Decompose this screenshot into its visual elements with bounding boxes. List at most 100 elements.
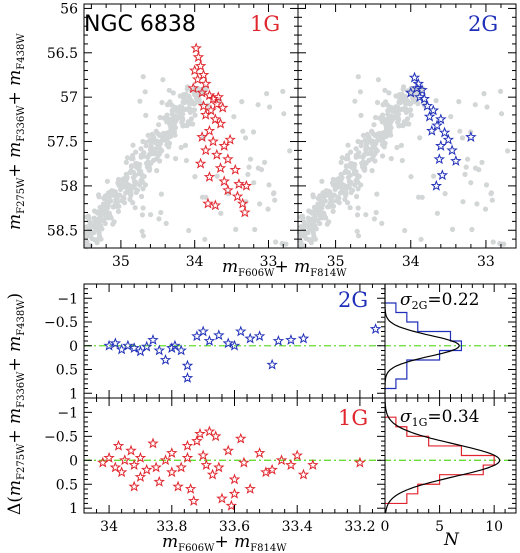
background-star xyxy=(347,205,353,211)
background-star xyxy=(149,131,155,137)
background-star xyxy=(86,215,92,221)
star-point xyxy=(203,124,216,136)
background-star xyxy=(463,164,469,170)
star-point xyxy=(260,466,272,478)
cmd-1g-label: 1G xyxy=(250,12,280,36)
delta-ylabel-suffix: ) xyxy=(5,293,25,300)
background-star xyxy=(372,114,379,121)
delta-ylabel-sub3: F438W xyxy=(16,299,27,336)
background-star xyxy=(310,216,316,222)
background-star xyxy=(401,119,407,125)
star-point xyxy=(228,339,241,351)
background-star xyxy=(129,185,135,191)
background-star xyxy=(93,209,99,215)
background-star xyxy=(246,164,252,170)
star-point xyxy=(197,325,209,337)
background-star xyxy=(330,192,336,198)
star-point xyxy=(214,162,227,174)
star-point xyxy=(147,334,159,345)
background-star xyxy=(400,86,406,92)
star-point xyxy=(414,91,426,103)
star-point xyxy=(197,68,210,80)
background-star xyxy=(330,208,336,214)
background-star xyxy=(124,155,130,161)
background-star xyxy=(88,221,94,227)
background-star xyxy=(104,178,110,184)
star-point xyxy=(236,197,249,209)
y-tick-label: 0 xyxy=(69,339,78,355)
background-star xyxy=(383,133,389,139)
background-star xyxy=(390,106,396,112)
star-point xyxy=(153,475,165,487)
star-point xyxy=(272,334,285,346)
y-tick-label: 0.5 xyxy=(56,477,78,493)
background-star xyxy=(240,128,246,134)
delta-2g-label: 2G xyxy=(338,288,368,312)
background-star xyxy=(501,241,507,247)
star-point xyxy=(175,344,187,356)
background-star xyxy=(136,164,142,170)
star-point xyxy=(112,439,125,451)
delta-xlabel-m2: m xyxy=(234,532,250,552)
background-star xyxy=(186,227,192,234)
background-star xyxy=(139,153,146,159)
star-point xyxy=(222,444,234,456)
background-star xyxy=(245,171,251,177)
background-star xyxy=(115,180,121,186)
background-star xyxy=(358,112,364,118)
background-star xyxy=(160,133,166,139)
star-point xyxy=(216,492,228,504)
star-point xyxy=(194,60,207,71)
background-star xyxy=(434,210,440,216)
background-star xyxy=(155,130,161,137)
delta-y-axis-label: Δ(mF275W+ mF336W+ mF438W) xyxy=(5,293,27,515)
background-star xyxy=(143,112,149,118)
background-star xyxy=(474,201,480,207)
background-star xyxy=(319,178,325,184)
background-star xyxy=(408,112,414,118)
background-star xyxy=(374,99,381,106)
background-star xyxy=(171,128,177,134)
star-point xyxy=(217,101,229,113)
background-star xyxy=(339,155,345,161)
star-point xyxy=(418,92,431,104)
background-star xyxy=(329,199,335,205)
delta-ylabel-sub1: F275W xyxy=(16,443,27,480)
star-point xyxy=(408,71,421,83)
background-star xyxy=(140,74,146,80)
background-star xyxy=(388,156,394,162)
background-star xyxy=(348,160,355,167)
star-point xyxy=(181,451,194,463)
star-point xyxy=(244,483,256,494)
background-star xyxy=(449,226,456,232)
sigma-2g-value: =0.22 xyxy=(427,290,479,310)
background-star xyxy=(169,123,175,129)
star-point xyxy=(181,372,194,383)
star-point xyxy=(206,468,219,480)
star-point xyxy=(194,157,207,169)
star-point xyxy=(209,113,222,125)
background-star xyxy=(142,89,148,95)
background-star xyxy=(345,200,351,206)
background-star xyxy=(99,217,105,224)
background-star xyxy=(469,226,475,233)
delta-ylabel-sub2: F336W xyxy=(16,371,27,408)
star-point xyxy=(140,340,153,352)
cmd-ylabel-m3: m xyxy=(5,70,25,86)
background-star xyxy=(381,116,387,122)
background-star xyxy=(396,92,402,98)
cmd-xlabel-m2: m xyxy=(294,257,310,277)
y-tick-label: −0.5 xyxy=(44,429,78,445)
background-star xyxy=(105,202,111,208)
background-star xyxy=(266,182,272,188)
background-star xyxy=(124,188,130,195)
background-star xyxy=(180,117,186,123)
background-star xyxy=(140,138,146,145)
background-star xyxy=(154,168,160,174)
background-star xyxy=(184,86,190,92)
star-point xyxy=(203,170,216,182)
star-point xyxy=(103,451,115,463)
background-star xyxy=(192,100,198,106)
background-star xyxy=(375,77,381,83)
